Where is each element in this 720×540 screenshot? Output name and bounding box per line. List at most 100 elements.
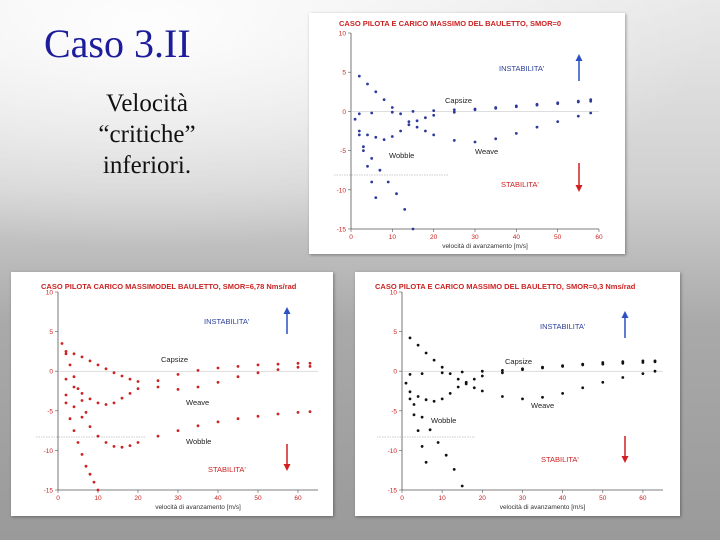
arrow-up-head-icon [283,307,291,314]
data-point [276,412,280,416]
data-point [436,441,440,444]
data-point [236,417,240,421]
data-point [382,98,386,101]
data-point [64,401,68,405]
series-1 [64,361,312,406]
data-point [576,114,580,118]
instability-label: INSTABILITA' [499,64,545,73]
data-point [472,386,476,390]
y-tick-label: -15 [388,488,398,495]
data-point [415,125,419,129]
slide-subtitle: Velocità “critiche” inferiori. [72,88,222,181]
series-1 [408,336,657,401]
x-tick-label: 60 [595,234,603,241]
data-point [76,441,80,444]
series-0 [64,350,312,391]
data-point [378,168,382,172]
x-axis-label: velocità di avanzamento [m/s] [442,243,528,250]
data-point [432,358,436,362]
data-point [424,351,428,355]
data-point [256,363,260,367]
data-point [296,411,300,414]
data-point [464,380,468,384]
data-point [357,133,361,137]
data-point [452,468,456,471]
data-point [601,380,605,384]
data-point [374,90,378,94]
data-point [556,120,560,123]
data-point [448,372,452,375]
data-point [196,369,200,372]
x-tick-label: 60 [294,495,302,502]
data-point [84,464,88,468]
data-point [370,157,374,160]
data-point [581,363,585,367]
series-4 [404,381,428,464]
x-tick-label: 60 [639,495,647,502]
y-tick-label: -15 [44,488,54,495]
y-tick-label: 5 [49,329,53,336]
series-0 [408,359,657,376]
data-point [514,105,518,109]
subtitle-line-3: inferiori. [102,152,192,179]
data-point [473,108,477,112]
data-point [256,414,260,418]
data-point [366,82,369,86]
data-point [432,109,436,112]
data-point [541,395,544,399]
data-point [136,387,140,390]
data-point [390,110,394,114]
x-tick-label: 20 [430,234,438,241]
data-point [408,397,412,401]
data-point [452,139,456,142]
data-point [653,369,657,373]
data-point [236,365,240,368]
data-point [440,365,444,369]
x-tick-label: 10 [389,234,397,241]
y-tick-label: -5 [47,408,53,415]
data-point [494,106,498,110]
data-point [216,366,220,370]
data-point [104,441,108,444]
data-point [424,398,428,402]
x-tick-label: 50 [554,234,562,241]
data-point [84,411,88,414]
data-point [176,373,180,376]
data-point [399,112,402,116]
data-point [136,441,140,444]
data-point [357,112,361,116]
data-point [440,371,444,375]
data-point [432,399,436,403]
data-point [448,392,452,395]
data-point [535,103,539,107]
y-tick-label: 0 [49,369,53,376]
arrow-up-head-icon [575,54,583,61]
data-point [176,429,180,432]
data-point [80,392,84,395]
data-point [104,367,108,371]
instability-label: INSTABILITA' [540,322,586,331]
y-tick-label: 5 [342,70,346,77]
y-tick-label: -5 [391,408,397,415]
data-point [96,488,100,492]
x-tick-label: 30 [519,495,527,502]
x-tick-label: 20 [134,495,142,502]
data-point [589,111,593,115]
arrow-down-head-icon [621,456,629,463]
x-tick-label: 0 [400,495,404,502]
wobble-label: Wobble [186,437,211,446]
data-point [653,360,657,364]
data-point [403,208,407,211]
data-point [424,116,427,120]
data-point [276,368,280,371]
y-tick-label: 0 [393,369,397,376]
data-point [521,397,524,401]
data-point [390,106,394,109]
arrow-down-head-icon [575,185,583,192]
chart-title: CASO PILOTA E CARICO MASSIMO DEL BAULETT… [339,19,561,28]
data-point [156,434,160,438]
chart-smor-0-3: CASO PILOTA E CARICO MASSIMO DEL BAULETT… [375,282,663,511]
chart-smor-0: CASO PILOTA E CARICO MASSIMO DEL BAULETT… [334,19,603,250]
data-point [112,445,116,448]
data-point [366,133,369,137]
